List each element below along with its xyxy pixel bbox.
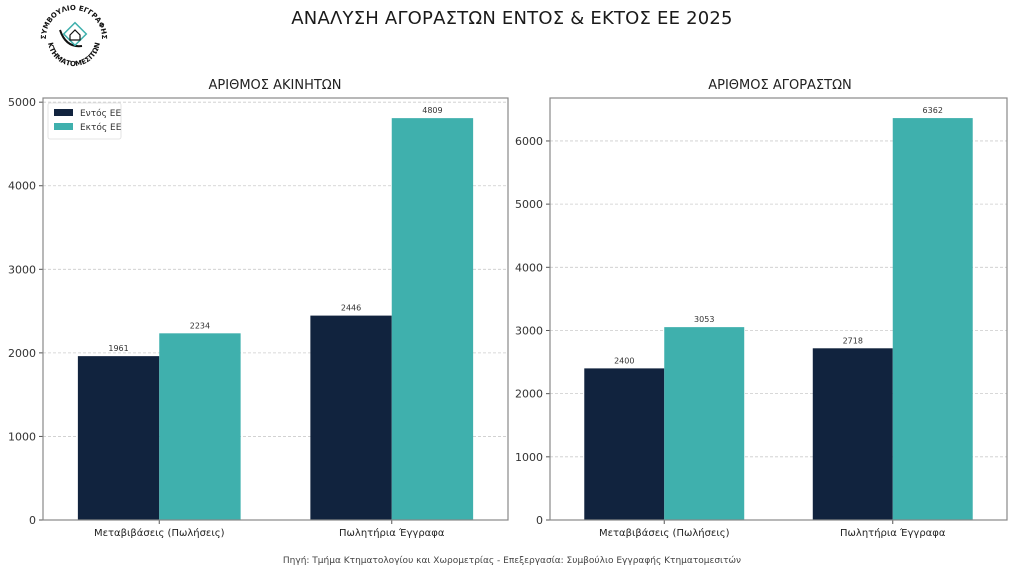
bar-outside-eu: [664, 327, 745, 520]
legend-swatch-outside-eu: [54, 123, 73, 130]
y-tick-label: 2000: [515, 388, 543, 401]
plot-frame: [549, 97, 1008, 521]
bar-outside-eu: [892, 118, 973, 520]
y-tick-label: 3000: [515, 324, 543, 337]
data-label: 6362: [923, 106, 943, 115]
x-tick-label: Πωλητήρια Έγγραφα: [339, 527, 445, 539]
data-label: 4809: [422, 106, 442, 115]
y-tick-label: 0: [29, 514, 36, 527]
y-tick-label: 1000: [515, 451, 543, 464]
main-title: ΑΝΑΛΥΣΗ ΑΓΟΡΑΣΤΩΝ ΕΝΤΟΣ & ΕΚΤΟΣ ΕΕ 2025: [291, 8, 733, 29]
chart-title: ΑΡΙΘΜΟΣ ΑΓΟΡΑΣΤΩΝ: [708, 78, 852, 93]
data-label: 2400: [614, 356, 634, 365]
data-label: 1961: [108, 344, 128, 353]
y-tick-label: 2000: [8, 347, 36, 360]
bar-inside-eu: [584, 368, 665, 520]
bar-outside-eu: [159, 333, 241, 520]
chart-buyer-count: ΑΡΙΘΜΟΣ ΑΓΟΡΑΣΤΩΝ 0 1000 2000 3000 4000 5000 6…: [515, 78, 1008, 539]
bar-outside-eu: [391, 118, 474, 520]
y-tick-label: 4000: [8, 180, 36, 193]
x-tick-label: Πωλητήρια Έγγραφα: [840, 527, 946, 539]
data-label: 2234: [190, 321, 210, 330]
house-icon: [59, 21, 88, 48]
legend-label: Εκτός ΕΕ: [80, 122, 122, 133]
data-label: 3053: [694, 315, 714, 324]
logo: ΣΥΜΒΟΥΛΙΟ ΕΓΓΡΑΦΗΣ ΚΤΗΜΑΤΟΜΕΣΙΤΩΝ: [40, 4, 108, 68]
bar-inside-eu: [310, 315, 392, 520]
bar-inside-eu: [812, 348, 893, 520]
bar-inside-eu: [77, 356, 160, 520]
y-tick-label: 5000: [515, 198, 543, 211]
chart-property-count: ΑΡΙΘΜΟΣ ΑΚΙΝΗΤΩΝ 0 1000 2000 3000 4000 5000 19…: [8, 78, 509, 539]
data-label: 2446: [341, 304, 361, 313]
x-tick-label: Μεταβιβάσεις (Πωλήσεις): [599, 527, 730, 539]
chart-title: ΑΡΙΘΜΟΣ ΑΚΙΝΗΤΩΝ: [209, 78, 342, 93]
y-tick-label: 5000: [8, 96, 36, 109]
y-tick-label: 0: [536, 514, 543, 527]
plot-frame: [42, 97, 509, 521]
y-tick-label: 1000: [8, 430, 36, 443]
legend: Εντός ΕΕ Εκτός ΕΕ: [47, 102, 122, 140]
data-label: 2718: [843, 336, 863, 345]
legend-label: Εντός ΕΕ: [80, 108, 121, 119]
source-note: Πηγή: Τμήμα Κτηματολογίου και Χωρομετρία…: [282, 556, 742, 566]
y-tick-label: 4000: [515, 261, 543, 274]
x-tick-label: Μεταβιβάσεις (Πωλήσεις): [94, 527, 225, 539]
y-tick-label: 6000: [515, 135, 543, 148]
y-tick-label: 3000: [8, 263, 36, 276]
legend-swatch-inside-eu: [54, 109, 73, 116]
